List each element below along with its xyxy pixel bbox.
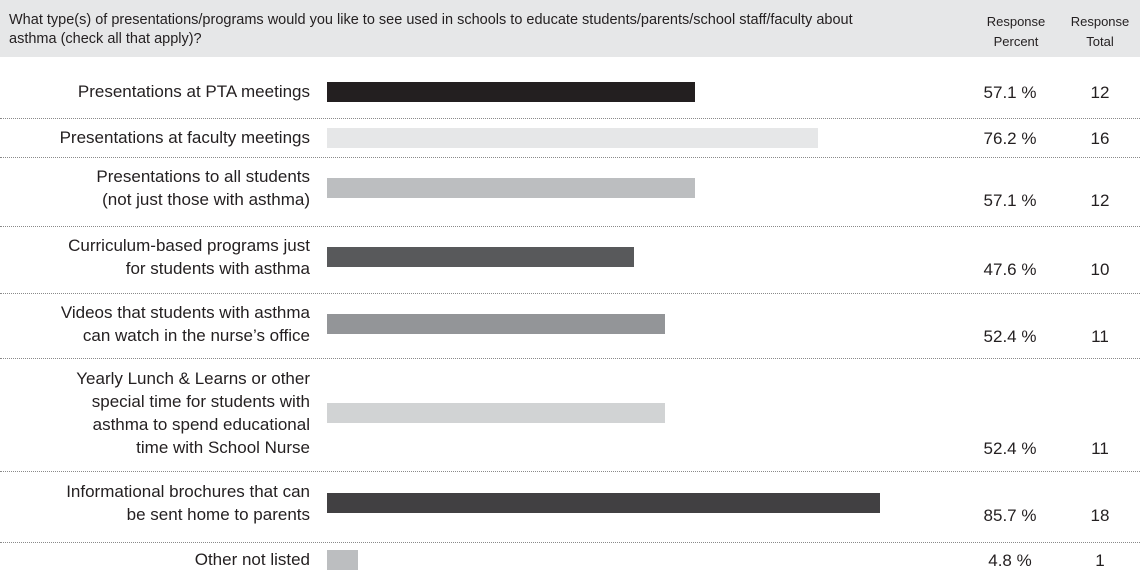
response-percent-value: 4.8 % — [988, 551, 1032, 570]
category-label-line: (not just those with asthma) — [102, 190, 310, 209]
category-label-line: Yearly Lunch & Learns or other — [76, 369, 310, 388]
category-label-line: Other not listed — [194, 550, 310, 569]
category-label-line: for students with asthma — [125, 259, 310, 278]
category-label: Presentations at faculty meetings — [0, 126, 310, 149]
response-percent-header: Response Percent — [986, 14, 1046, 49]
chart-row: Presentations at faculty meetings 76.2 % 1… — [0, 126, 1140, 149]
response-bar — [327, 247, 635, 267]
category-label-line: time with School Nurse — [136, 438, 310, 457]
response-bar — [327, 127, 819, 148]
chart-row: Presentations at PTA meetings 57.1 % 12 — [0, 80, 1140, 103]
row-separator — [0, 293, 1140, 294]
response-bar — [327, 493, 880, 513]
chart-row: Videos that students with asthma can watc… — [0, 301, 1140, 347]
question-header: What type(s) of presentations/programs w… — [0, 0, 1140, 57]
category-label-line: can watch in the nurse’s office — [82, 326, 310, 345]
question-text: What type(s) of presentations/programs w… — [9, 12, 853, 47]
response-percent-value: 52.4 % — [983, 439, 1037, 458]
row-separator — [0, 118, 1140, 119]
response-bar — [327, 403, 665, 423]
category-label-line: Informational brochures that can — [66, 482, 310, 501]
response-percent-value: 57.1 % — [983, 83, 1037, 102]
category-label-line: asthma to spend educational — [92, 415, 310, 434]
row-separator — [0, 471, 1140, 472]
response-total-value: 12 — [1090, 191, 1110, 210]
chart-row: Presentations to all students (not just t… — [0, 165, 1140, 211]
response-total-value: 1 — [1095, 551, 1105, 570]
row-separator — [0, 542, 1140, 543]
response-percent-value: 47.6 % — [983, 260, 1037, 279]
response-bar — [327, 314, 665, 334]
response-total-value: 18 — [1090, 506, 1110, 525]
chart-row: Curriculum-based programs just for studen… — [0, 234, 1140, 280]
category-label: Informational brochures that can be sent … — [0, 480, 310, 526]
response-bar — [327, 81, 696, 102]
category-label-line: Videos that students with asthma — [60, 303, 310, 322]
category-label-line: be sent home to parents — [126, 505, 310, 524]
response-total-value: 11 — [1091, 439, 1109, 458]
category-label-line: Presentations at faculty meetings — [59, 128, 310, 147]
response-percent-value: 57.1 % — [983, 191, 1037, 210]
category-label-line: special time for students with — [91, 392, 310, 411]
category-label: Curriculum-based programs just for studen… — [0, 234, 310, 280]
category-label: Presentations to all students (not just t… — [0, 165, 310, 211]
chart-row: Other not listed 4.8 % 1 — [0, 548, 1140, 571]
row-separator — [0, 226, 1140, 227]
response-percent-value: 76.2 % — [983, 129, 1037, 148]
category-label-line: Curriculum-based programs just — [68, 236, 310, 255]
response-total-value: 10 — [1090, 260, 1110, 279]
category-label: Yearly Lunch & Learns or other special ti… — [0, 367, 310, 459]
response-bar — [327, 549, 358, 570]
row-separator — [0, 157, 1140, 158]
category-label: Other not listed — [0, 548, 310, 571]
category-label: Presentations at PTA meetings — [0, 80, 310, 103]
category-label-line: Presentations to all students — [96, 167, 310, 186]
response-bar — [327, 178, 696, 198]
response-total-value: 12 — [1090, 83, 1110, 102]
row-separator — [0, 358, 1140, 359]
response-percent-value: 52.4 % — [983, 327, 1037, 346]
chart-row: Informational brochures that can be sent … — [0, 480, 1140, 526]
category-label-line: Presentations at PTA meetings — [77, 82, 310, 101]
chart-row: Yearly Lunch & Learns or other special ti… — [0, 367, 1140, 459]
response-percent-value: 85.7 % — [983, 506, 1037, 525]
category-label: Videos that students with asthma can watc… — [0, 301, 310, 347]
response-total-value: 16 — [1090, 129, 1110, 148]
response-total-header: Response Total — [1070, 14, 1130, 49]
response-total-value: 11 — [1091, 327, 1109, 346]
